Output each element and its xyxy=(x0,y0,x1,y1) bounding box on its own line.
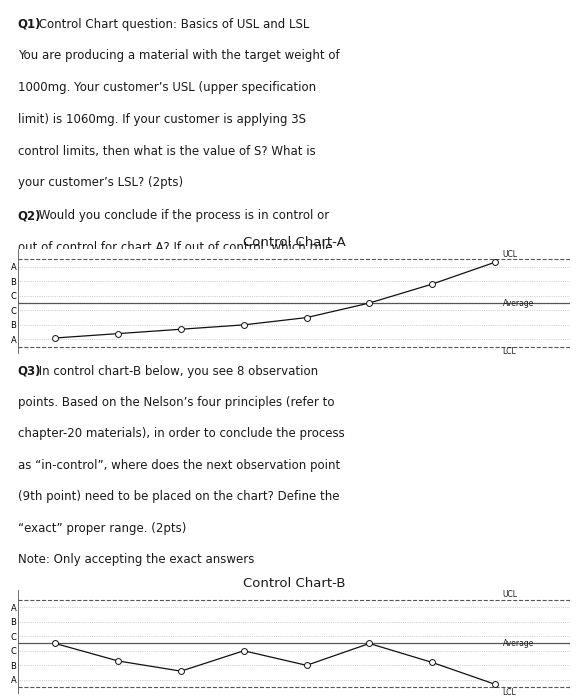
Text: points. Based on the Nelson’s four principles (refer to: points. Based on the Nelson’s four princ… xyxy=(18,396,334,409)
Point xyxy=(113,328,123,339)
Text: Q1): Q1) xyxy=(18,18,41,31)
Text: 1000mg. Your customer’s USL (upper specification: 1000mg. Your customer’s USL (upper speci… xyxy=(18,81,316,94)
Text: LCL: LCL xyxy=(503,347,516,356)
Point xyxy=(490,679,500,690)
Text: (defined by Nelson) does it violate and why? (2pts): (defined by Nelson) does it violate and … xyxy=(18,273,320,286)
Text: Control Chart question: Basics of USL and LSL: Control Chart question: Basics of USL an… xyxy=(35,18,309,31)
Text: out of control for chart A? If out of control, which rule: out of control for chart A? If out of co… xyxy=(18,241,332,254)
Text: control limits, then what is the value of S? What is: control limits, then what is the value o… xyxy=(18,145,315,158)
Text: Would you conclude if the process is in control or: Would you conclude if the process is in … xyxy=(35,209,329,223)
Text: You are producing a material with the target weight of: You are producing a material with the ta… xyxy=(18,50,339,62)
Point xyxy=(365,638,374,649)
Point xyxy=(365,298,374,309)
Point xyxy=(51,638,60,649)
Title: Control Chart-B: Control Chart-B xyxy=(243,577,345,589)
Title: Control Chart-A: Control Chart-A xyxy=(243,236,345,249)
Text: Average: Average xyxy=(503,298,534,307)
Point xyxy=(302,659,311,671)
Text: Average: Average xyxy=(503,639,534,648)
Text: LCL: LCL xyxy=(503,688,516,697)
Point xyxy=(490,257,500,268)
Point xyxy=(427,657,437,668)
Point xyxy=(239,645,249,657)
Text: “exact” proper range. (2pts): “exact” proper range. (2pts) xyxy=(18,522,186,535)
Point xyxy=(176,666,186,677)
Text: Q3): Q3) xyxy=(18,365,41,378)
Text: (9th point) need to be placed on the chart? Define the: (9th point) need to be placed on the cha… xyxy=(18,490,339,503)
Text: UCL: UCL xyxy=(503,590,517,599)
Text: limit) is 1060mg. If your customer is applying 3S: limit) is 1060mg. If your customer is ap… xyxy=(18,113,306,126)
Text: UCL: UCL xyxy=(503,250,517,258)
Point xyxy=(176,323,186,335)
Point xyxy=(239,319,249,330)
Text: Note: Only accepting the exact answers: Note: Only accepting the exact answers xyxy=(18,553,254,566)
Text: your customer’s LSL? (2pts): your customer’s LSL? (2pts) xyxy=(18,176,183,190)
Point xyxy=(51,332,60,344)
Text: as “in-control”, where does the next observation point: as “in-control”, where does the next obs… xyxy=(18,458,340,472)
Point xyxy=(113,655,123,666)
Text: chapter-20 materials), in order to conclude the process: chapter-20 materials), in order to concl… xyxy=(18,428,345,440)
Text: In control chart-B below, you see 8 observation: In control chart-B below, you see 8 obse… xyxy=(35,365,318,378)
Point xyxy=(302,312,311,323)
Point xyxy=(427,279,437,290)
Text: Q2): Q2) xyxy=(18,209,41,223)
